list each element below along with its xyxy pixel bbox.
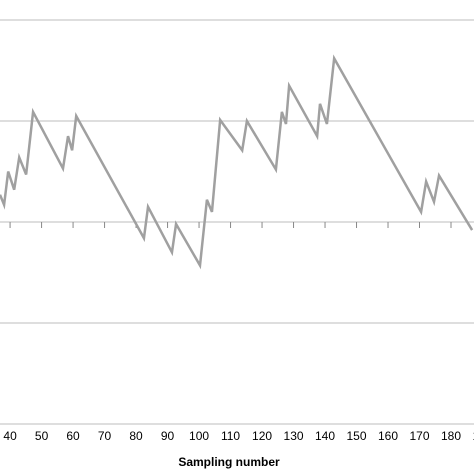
x-tick-label: 180: [441, 429, 461, 443]
x-tick-label: 100: [189, 429, 209, 443]
data-line: [0, 54, 474, 270]
x-tick-label: 50: [35, 429, 49, 443]
x-tick-label: 190: [472, 429, 474, 443]
x-tick-label: 160: [378, 429, 398, 443]
x-tick-label: 70: [98, 429, 112, 443]
x-axis-title: Sampling number: [178, 455, 280, 469]
x-tick-label: 120: [252, 429, 272, 443]
x-tick-label: 90: [161, 429, 175, 443]
x-tick-label: 130: [284, 429, 304, 443]
x-tick-label: 40: [3, 429, 17, 443]
x-tick-label: 170: [409, 429, 429, 443]
x-tick-label: 60: [66, 429, 80, 443]
x-tick-label: 80: [129, 429, 143, 443]
x-tick-label: 140: [315, 429, 335, 443]
x-tick-label: 150: [347, 429, 367, 443]
x-tick-label: 110: [221, 429, 240, 443]
